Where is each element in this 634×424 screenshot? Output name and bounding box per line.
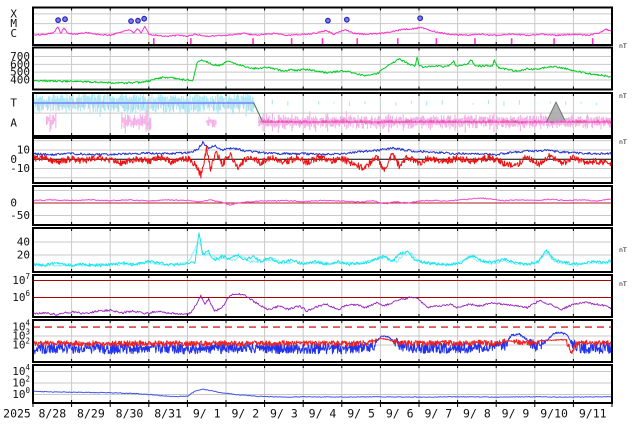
x-axis-labels: 2025 8/28 8/29 8/30 8/31 9/ 1 9/ 2 9/ 3 9/ 4 9/ 5… bbox=[3, 407, 606, 421]
right-unit-label: nT bbox=[619, 280, 627, 288]
x-tick-label: 9/ 5 bbox=[347, 407, 375, 421]
flare-marker bbox=[325, 17, 331, 24]
panel-border bbox=[32, 227, 613, 273]
series-xray-flux bbox=[32, 25, 612, 38]
sector-transition-line bbox=[253, 102, 264, 123]
x-tick-label: 9/10 bbox=[540, 407, 568, 421]
away-blob-2 bbox=[121, 110, 152, 134]
panel-border bbox=[32, 6, 613, 46]
exponent: 6 bbox=[25, 289, 30, 298]
panel-border bbox=[32, 364, 613, 404]
y-tick-label: -50 bbox=[10, 209, 30, 222]
x-tick-label: 9/ 2 bbox=[231, 407, 259, 421]
y-tick-label: 106 bbox=[12, 289, 30, 304]
series-background-blue bbox=[32, 331, 613, 355]
panel-border bbox=[32, 46, 613, 91]
flare-marker bbox=[141, 15, 148, 22]
flare-marker bbox=[417, 15, 424, 22]
x-tick-label: 9/ 4 bbox=[309, 407, 337, 421]
panel-border bbox=[32, 274, 613, 318]
x-tick-label: 8/29 bbox=[77, 407, 105, 421]
flare-marker bbox=[62, 16, 68, 23]
flare-marker bbox=[135, 17, 141, 24]
y-tick-label: -10 bbox=[10, 162, 30, 175]
x-tick-label: 9/ 9 bbox=[502, 407, 530, 421]
series-dst-trace bbox=[32, 197, 613, 206]
y-tick-label: 400 bbox=[10, 74, 30, 87]
series-bt-total-field bbox=[32, 141, 613, 157]
x-tick-label: 8/31 bbox=[154, 407, 182, 421]
exponent: 4 bbox=[25, 319, 30, 328]
y-tick-label: 10 bbox=[17, 144, 30, 157]
panel-border bbox=[32, 319, 613, 363]
right-unit-label: nT bbox=[619, 246, 627, 254]
x-tick-label: 9/ 6 bbox=[386, 407, 414, 421]
exponent: 2 bbox=[25, 374, 30, 383]
right-unit-label: nT bbox=[619, 138, 627, 146]
series-electron-flux-trace bbox=[32, 292, 613, 316]
panel-electron-flux: 107 106 bbox=[12, 272, 613, 318]
y-tick-label: A bbox=[10, 116, 17, 129]
flare-marker bbox=[343, 16, 350, 23]
y-tick-label: C bbox=[10, 27, 17, 40]
y-tick-label: 500 bbox=[10, 66, 30, 79]
series-wind-speed bbox=[32, 56, 613, 85]
exponent: 7 bbox=[25, 272, 30, 281]
y-tick-label: X bbox=[10, 7, 17, 20]
x-tick-label: 9/ 1 bbox=[193, 407, 221, 421]
sector-excursion-triangle bbox=[545, 100, 567, 123]
y-tick-label: 102 bbox=[12, 337, 30, 352]
series-activity-main bbox=[32, 232, 613, 268]
series-background-red bbox=[32, 337, 613, 355]
series-away-phi-trace bbox=[260, 119, 613, 125]
right-unit-label: nT bbox=[619, 42, 627, 50]
panel-imf-bz-bt: 100-10 bbox=[10, 137, 613, 184]
panel-border bbox=[32, 185, 613, 226]
y-tick-label: 700 bbox=[10, 50, 30, 63]
exponent: 3 bbox=[25, 328, 30, 337]
y-tick-label: 20 bbox=[17, 248, 30, 261]
panel-dst-index: 0-50 bbox=[10, 185, 613, 226]
y-tick-label: 100 bbox=[12, 386, 30, 401]
toward-specks-late bbox=[271, 99, 598, 107]
panel-goes-xray-flux: XMC bbox=[10, 6, 613, 46]
y-tick-label: 0 bbox=[10, 197, 17, 210]
x-tick-label: 8/28 bbox=[38, 407, 66, 421]
exponent: 2 bbox=[25, 337, 30, 346]
year-label: 2025 bbox=[3, 407, 31, 421]
right-unit-labels: nT nT nT nT nT bbox=[619, 42, 627, 288]
panel-imf-sector: TA bbox=[10, 92, 613, 137]
flare-marker bbox=[55, 17, 61, 24]
panel-border bbox=[32, 92, 613, 137]
x-tick-label: 9/ 8 bbox=[463, 407, 491, 421]
x-tick-label: 9/ 7 bbox=[424, 407, 452, 421]
flare-marker bbox=[128, 18, 134, 25]
exponent: 0 bbox=[25, 386, 30, 395]
y-tick-label: 600 bbox=[10, 58, 30, 71]
y-tick-label: 107 bbox=[12, 272, 30, 287]
series-proton-flux-trace bbox=[32, 388, 613, 398]
y-tick-label: M bbox=[10, 17, 17, 30]
exponent: 4 bbox=[25, 363, 30, 372]
y-tick-label: 0 bbox=[10, 153, 17, 166]
away-blob-3 bbox=[206, 116, 217, 128]
away-blob-1 bbox=[45, 113, 57, 132]
y-tick-label: 40 bbox=[17, 235, 30, 248]
x-tick-label: 8/30 bbox=[116, 407, 144, 421]
x-tick-label: 9/ 3 bbox=[270, 407, 298, 421]
series-bz-component bbox=[32, 145, 613, 179]
panel-border bbox=[32, 137, 613, 184]
y-tick-label: T bbox=[10, 97, 17, 110]
right-unit-label: nT bbox=[619, 92, 627, 100]
x-tick-label: 9/11 bbox=[579, 407, 607, 421]
